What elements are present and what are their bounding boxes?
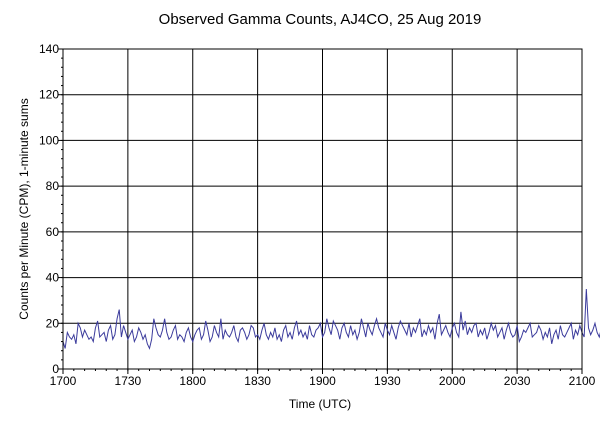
x-tick-label: 1700 [50, 374, 77, 388]
x-tick-label: 1830 [244, 374, 271, 388]
y-tick-label: 120 [39, 88, 59, 102]
x-tick-label: 1730 [115, 374, 142, 388]
y-tick-label: 40 [46, 271, 60, 285]
y-axis-ticks: 0 20 40 60 80 100 120 140 [39, 42, 63, 376]
y-tick-label: 20 [46, 316, 60, 330]
x-tick-label: 2030 [504, 374, 531, 388]
y-tick-label: 0 [52, 362, 59, 376]
y-tick-label: 60 [46, 225, 60, 239]
x-tick-label: 2100 [569, 374, 596, 388]
y-tick-label: 100 [39, 133, 59, 147]
x-axis-ticks: 1700 1730 1800 1830 1900 1930 2000 2030 2100 [50, 369, 596, 388]
x-tick-label: 2000 [439, 374, 466, 388]
grid-lines [63, 49, 582, 369]
x-tick-label: 1900 [309, 374, 336, 388]
y-tick-label: 80 [46, 179, 60, 193]
x-axis-title: Time (UTC) [289, 397, 351, 411]
chart-title: Observed Gamma Counts, AJ4CO, 25 Aug 201… [159, 11, 482, 28]
series-line-cpm [62, 288, 600, 350]
x-tick-label: 1800 [179, 374, 206, 388]
x-tick-label: 1930 [374, 374, 401, 388]
y-tick-label: 140 [39, 42, 59, 56]
y-axis-title: Counts per Minute (CPM), 1-minute sums [17, 98, 31, 319]
